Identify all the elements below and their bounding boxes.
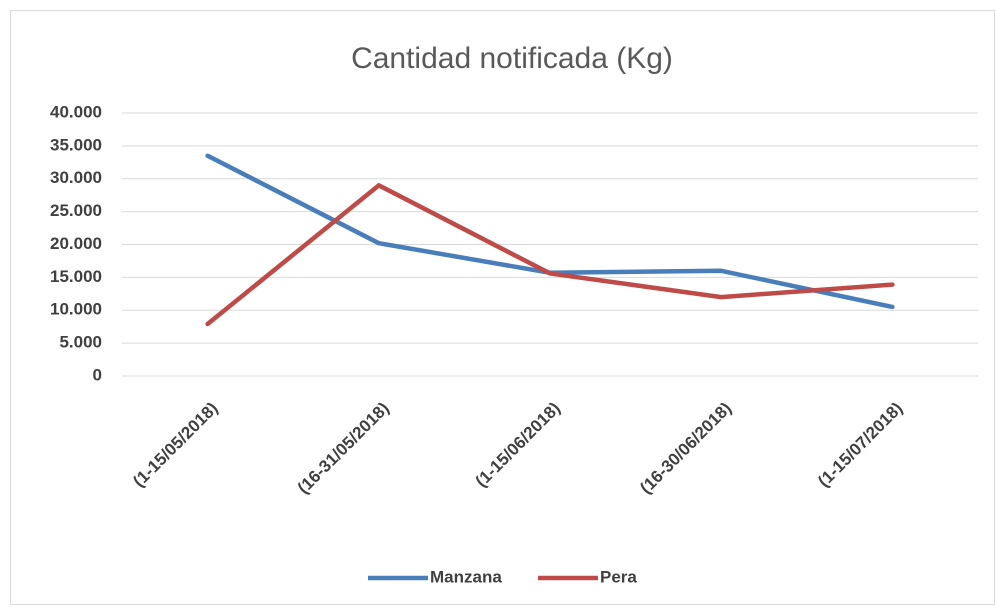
- y-tick-label: 25.000: [50, 201, 102, 220]
- chart-border: [10, 10, 995, 605]
- y-tick-label: 35.000: [50, 135, 102, 154]
- legend-label: Pera: [600, 567, 637, 586]
- y-tick-label: 0: [93, 365, 102, 384]
- y-tick-label: 10.000: [50, 300, 102, 319]
- line-series: [205, 183, 895, 327]
- y-tick-label: 20.000: [50, 234, 102, 253]
- y-tick-label: 15.000: [50, 267, 102, 286]
- y-tick-label: 30.000: [50, 168, 102, 187]
- y-tick-label: 40.000: [50, 102, 102, 121]
- y-tick-label: 5.000: [59, 333, 102, 352]
- chart-title: Cantidad notificada (Kg): [351, 42, 673, 75]
- legend-label: Manzana: [430, 567, 502, 586]
